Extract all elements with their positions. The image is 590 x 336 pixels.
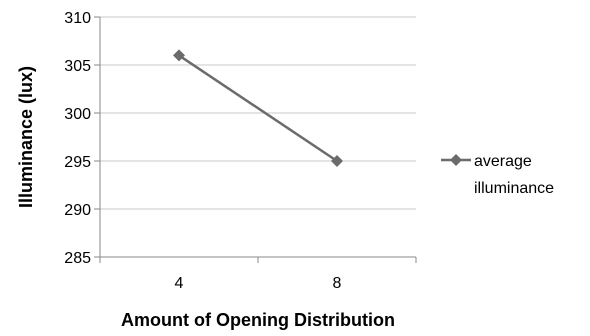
y-tick-labels: 285 290 295 300 305 310 (64, 10, 91, 267)
y-tick-label: 300 (64, 106, 91, 123)
y-tick-label: 305 (64, 58, 91, 75)
x-axis-title: Amount of Opening Distribution (121, 310, 395, 330)
y-tick-label: 290 (64, 202, 91, 219)
legend-label-line-1: average (474, 153, 532, 170)
x-tick-label: 8 (333, 275, 342, 292)
series-group (173, 49, 343, 167)
data-point-marker (173, 49, 185, 62)
data-point-marker (331, 155, 343, 167)
y-tick-label: 310 (64, 10, 91, 27)
legend: average illuminance (441, 153, 554, 197)
x-tick-label: 4 (175, 275, 184, 292)
axes (94, 16, 417, 263)
y-axis-title: Illuminance (lux) (16, 66, 36, 208)
series-line (178, 54, 338, 163)
y-tick-label: 285 (64, 250, 91, 267)
y-tick-label: 295 (64, 154, 91, 171)
legend-label-line-2: illuminance (474, 180, 554, 197)
legend-diamond-icon (450, 154, 462, 166)
gridlines (100, 16, 416, 210)
